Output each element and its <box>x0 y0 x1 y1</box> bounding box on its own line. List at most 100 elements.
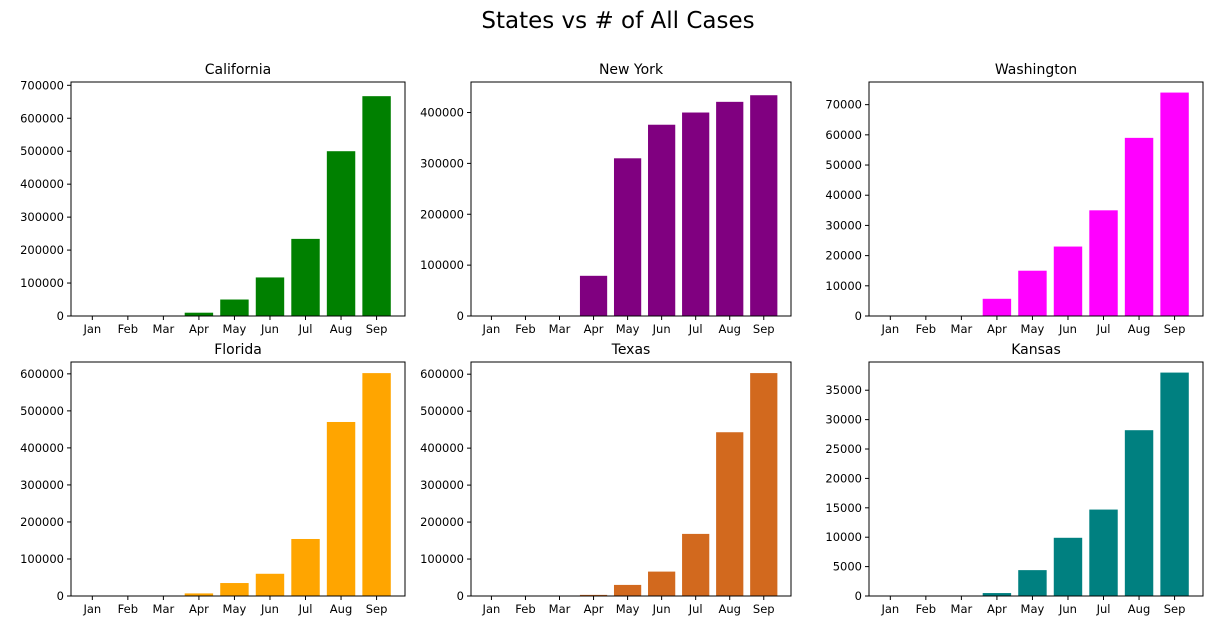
y-tick-label: 600000 <box>20 111 64 125</box>
x-tick-label: May <box>223 322 247 336</box>
x-tick-label: Aug <box>718 322 740 336</box>
x-tick-label: Apr <box>189 322 209 336</box>
y-tick-label: 70000 <box>825 98 862 112</box>
y-tick-label: 300000 <box>420 156 464 170</box>
x-tick-label: Mar <box>153 322 175 336</box>
x-tick-label: Aug <box>330 602 352 616</box>
y-tick-label: 0 <box>457 309 464 323</box>
x-tick-label: Jul <box>1096 602 1111 616</box>
axes-frame <box>70 361 406 597</box>
x-tick-label: Jan <box>82 602 101 616</box>
x-tick-label: Feb <box>118 322 138 336</box>
bar-apr <box>982 593 1012 596</box>
y-tick-label: 100000 <box>420 552 464 566</box>
x-tick-label: Mar <box>549 602 571 616</box>
x-tick-label: Sep <box>1164 322 1186 336</box>
subplot-title: Kansas <box>1011 342 1061 358</box>
x-tick-label: Mar <box>951 602 973 616</box>
x-tick-label: May <box>223 602 247 616</box>
y-tick-label: 15000 <box>825 501 862 515</box>
y-tick-label: 5000 <box>833 560 862 574</box>
y-tick-label: 30000 <box>825 413 862 427</box>
y-tick-label: 200000 <box>20 243 64 257</box>
bar-jul <box>291 538 320 596</box>
bar-may <box>1018 570 1047 596</box>
x-tick-label: Jun <box>1058 322 1077 336</box>
bar-aug <box>716 432 744 596</box>
x-tick-label: Jun <box>260 322 279 336</box>
chart-kansas: 0 5000 10000 15000 20000 25000 30000 35000 Jan Fe… <box>825 342 1204 616</box>
bar-jul <box>291 238 320 316</box>
x-tick-label: May <box>616 322 640 336</box>
x-tick-label: Jun <box>260 602 279 616</box>
bar-jun <box>1053 537 1083 596</box>
x-tick-label: Feb <box>515 322 535 336</box>
x-tick-label: Apr <box>987 602 1007 616</box>
subplot-title: Texas <box>611 342 651 358</box>
bar-jul <box>682 112 710 316</box>
bar-sep <box>750 95 778 316</box>
y-tick-label: 0 <box>855 309 862 323</box>
subplot-title: New York <box>599 62 664 78</box>
bar-aug <box>326 151 356 316</box>
bar-jun <box>255 277 285 316</box>
chart-texas: 0 100000 200000 300000 400000 500000 600000 Jan… <box>420 342 792 616</box>
subplot-title: California <box>205 62 271 78</box>
x-tick-label: Feb <box>515 602 535 616</box>
x-tick-label: Sep <box>753 602 775 616</box>
y-tick-label: 20000 <box>825 471 862 485</box>
x-tick-label: Feb <box>916 322 936 336</box>
x-tick-label: Apr <box>584 322 604 336</box>
bar-jun <box>648 124 676 316</box>
y-tick-label: 50000 <box>825 158 862 172</box>
plot-area: 0 100000 200000 300000 400000 500000 600000 700… <box>20 62 406 336</box>
bar-apr <box>982 298 1012 316</box>
y-tick-label: 0 <box>855 589 862 603</box>
y-tick-label: 60000 <box>825 128 862 142</box>
bar-may <box>613 584 642 596</box>
y-tick-label: 400000 <box>420 441 464 455</box>
x-tick-label: Sep <box>366 322 388 336</box>
y-tick-label: 10000 <box>825 279 862 293</box>
bar-may <box>220 583 249 596</box>
y-tick-label: 300000 <box>20 210 64 224</box>
x-tick-label: Sep <box>753 322 775 336</box>
x-tick-label: Aug <box>1128 322 1150 336</box>
y-tick-label: 700000 <box>20 78 64 92</box>
y-tick-label: 30000 <box>825 218 862 232</box>
plot-area: 0 5000 10000 15000 20000 25000 30000 35000 Jan Fe… <box>825 342 1204 616</box>
bar-jul <box>1089 210 1118 316</box>
x-tick-label: Jun <box>652 602 671 616</box>
chart-florida: 0 100000 200000 300000 400000 500000 600000 Jan… <box>20 342 406 616</box>
x-tick-label: Jan <box>82 322 101 336</box>
x-tick-label: Mar <box>951 322 973 336</box>
subplot-title: Washington <box>995 62 1077 78</box>
axes-frame <box>868 81 1204 317</box>
bar-jul <box>1089 509 1118 596</box>
y-tick-label: 25000 <box>825 442 862 456</box>
plot-area: 0 100000 200000 300000 400000 500000 600000 Jan… <box>420 342 792 616</box>
y-tick-label: 40000 <box>825 188 862 202</box>
axes-frame <box>470 81 792 317</box>
y-tick-label: 600000 <box>420 367 464 381</box>
bar-sep <box>362 96 391 316</box>
axes-frame <box>470 361 792 597</box>
x-tick-label: Jul <box>688 322 703 336</box>
bar-sep <box>750 373 778 596</box>
x-tick-label: Mar <box>153 602 175 616</box>
bar-aug <box>326 421 356 596</box>
y-tick-label: 0 <box>57 589 64 603</box>
x-tick-label: Jul <box>688 602 703 616</box>
axes-frame <box>70 81 406 317</box>
y-tick-label: 0 <box>457 589 464 603</box>
bar-apr <box>184 312 214 316</box>
y-tick-label: 500000 <box>20 404 64 418</box>
y-tick-label: 400000 <box>20 441 64 455</box>
y-tick-label: 10000 <box>825 530 862 544</box>
chart-washington: 0 10000 20000 30000 40000 50000 60000 70000 Jan F… <box>825 62 1204 336</box>
y-tick-label: 200000 <box>420 207 464 221</box>
bar-jun <box>255 573 285 596</box>
bar-sep <box>1160 372 1189 596</box>
y-tick-label: 200000 <box>420 515 464 529</box>
x-tick-label: Jul <box>298 602 313 616</box>
